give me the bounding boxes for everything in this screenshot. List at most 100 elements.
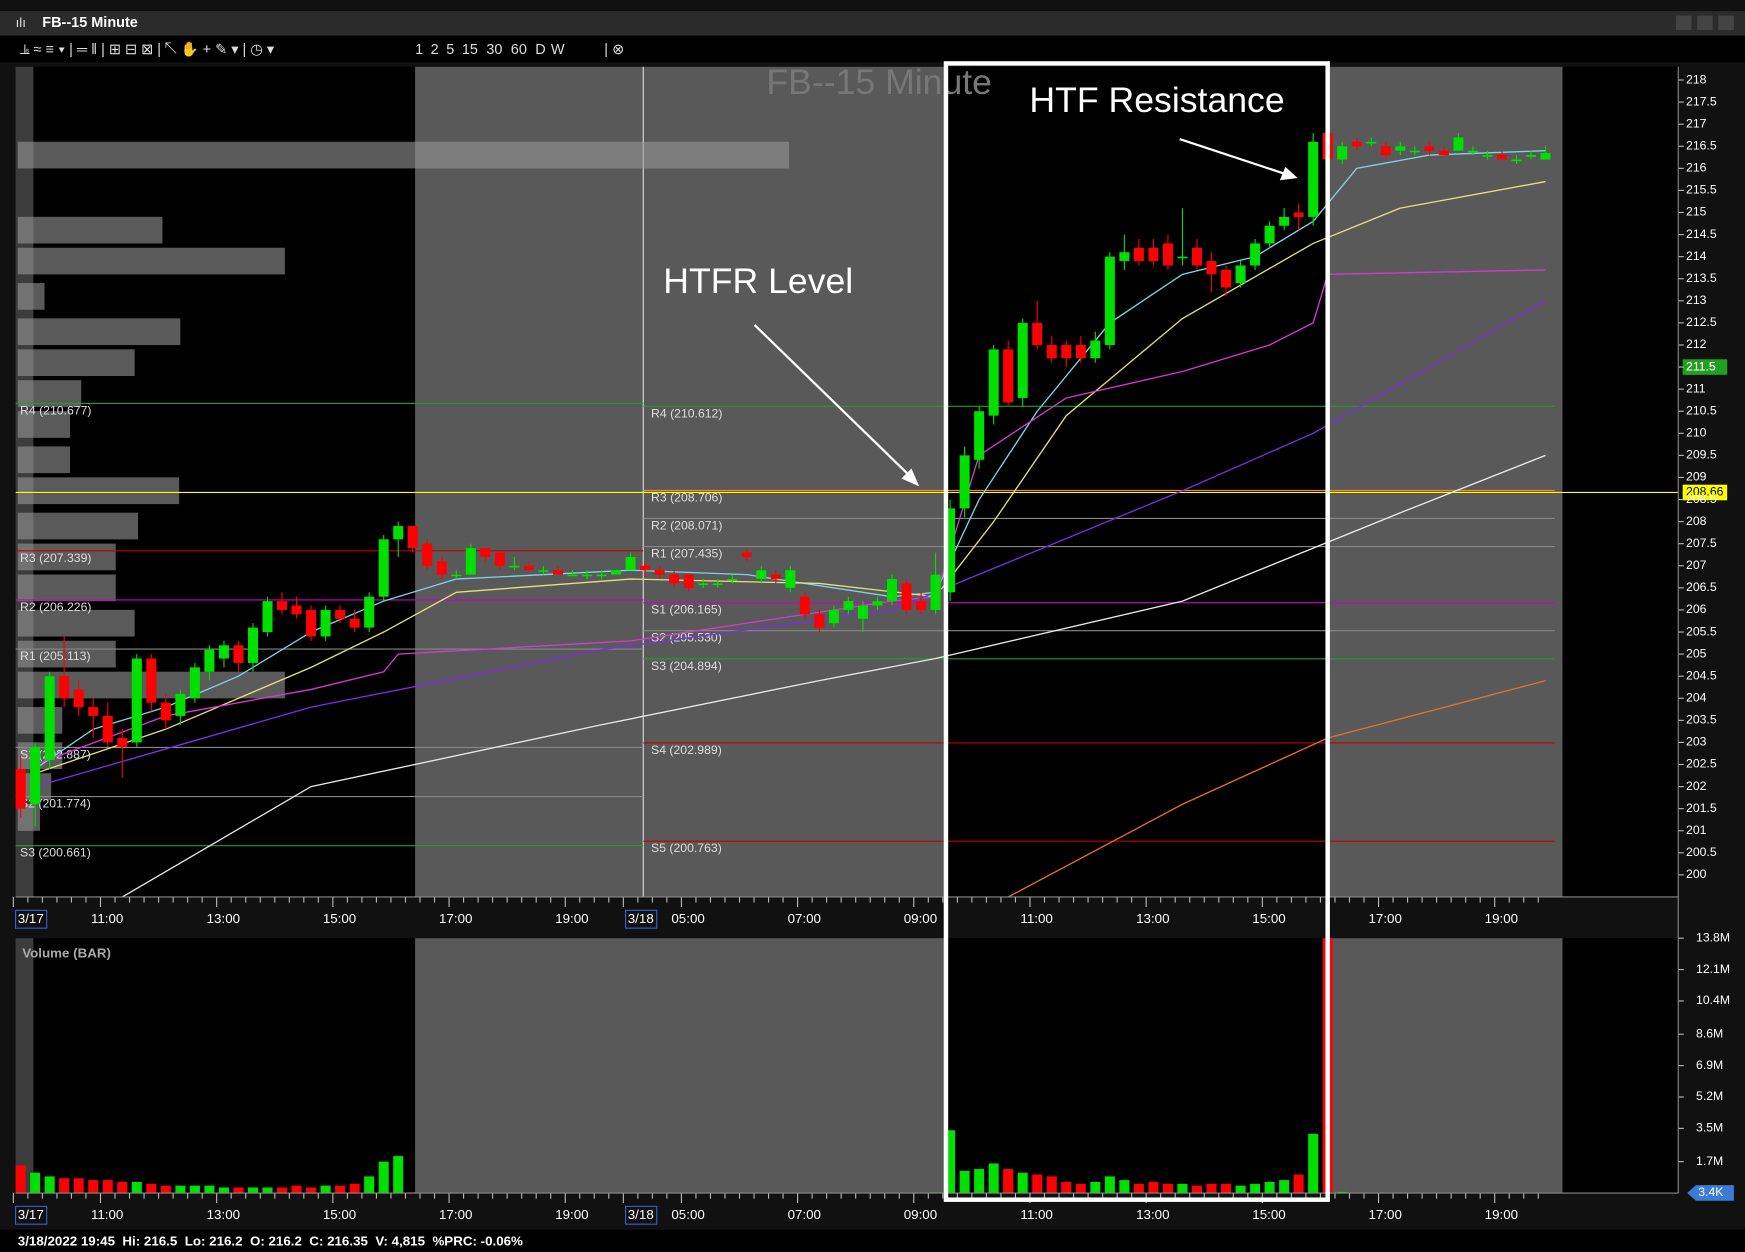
date-box: [624, 909, 658, 929]
title-bar: [0, 11, 1745, 36]
candle-body: [465, 548, 476, 575]
period-button[interactable]: 5: [446, 42, 454, 58]
volume-bar: [959, 1170, 970, 1194]
period-button[interactable]: 30: [486, 42, 502, 58]
volume-profile-bar: [17, 574, 116, 602]
y-tick-label: 208: [1686, 514, 1707, 528]
extended-hours-shade: [1327, 66, 1563, 897]
volume-bar: [189, 1185, 200, 1194]
period-button[interactable]: 1: [415, 42, 423, 58]
window-buttons[interactable]: [1676, 15, 1734, 31]
volume-bar: [393, 1156, 404, 1194]
maximize-button[interactable]: [1697, 15, 1713, 31]
y-tick-label: 216.5: [1686, 138, 1717, 152]
period-buttons: 1 2 5 15 30 60 D W: [415, 42, 565, 58]
minimize-button[interactable]: [1676, 15, 1692, 31]
x-tick-label: 13:00: [1136, 911, 1169, 926]
volume-bar: [15, 1165, 26, 1194]
x-tick-label: 11:00: [91, 1207, 123, 1222]
annotation-arrow: [753, 324, 914, 480]
y-tick-label: 215: [1686, 205, 1707, 219]
candle-body: [335, 609, 346, 619]
volume-bar: [1177, 1183, 1188, 1194]
candle-body: [204, 649, 215, 672]
volume-bar: [1206, 1183, 1217, 1194]
date-box: [15, 909, 48, 929]
y-tick-label: 202.5: [1686, 757, 1717, 771]
volume-bar: [1308, 1133, 1319, 1194]
candle-body: [1308, 141, 1319, 217]
candle-body: [770, 574, 781, 580]
status-text: 3/18/2022 19:45 Hi: 216.5 Lo: 216.2 O: 2…: [18, 1234, 523, 1249]
volume-profile-bar: [17, 283, 45, 310]
toolbar: [0, 35, 1745, 63]
x-tick-label: 19:00: [555, 911, 588, 926]
volume-bar: [1061, 1181, 1072, 1194]
volume-bar: [218, 1187, 229, 1194]
y-tick-label: 211.5: [1686, 359, 1716, 373]
period-button[interactable]: 15: [462, 42, 478, 58]
candle-body: [727, 579, 738, 581]
y-tick-label: 212: [1686, 337, 1707, 351]
y-tick-label: 201: [1686, 823, 1707, 837]
y-tick-label: 205: [1686, 646, 1707, 660]
volume-bar: [262, 1187, 273, 1194]
period-button[interactable]: D: [535, 42, 545, 58]
candle-body: [88, 707, 99, 716]
close-button[interactable]: [1718, 15, 1734, 31]
volume-bar: [1119, 1180, 1130, 1194]
candle-body: [306, 609, 317, 637]
y-tick-label: 207.5: [1686, 536, 1717, 550]
indicator-line: [121, 454, 1546, 897]
candle-body: [916, 601, 927, 610]
x-tick-label: 19:00: [1485, 1207, 1518, 1222]
candle-body: [1119, 252, 1130, 262]
volume-bar: [974, 1169, 985, 1194]
candle-body: [1177, 256, 1188, 259]
volume-title: Volume (BAR): [22, 945, 111, 960]
x-tick-label: 15:00: [1252, 1207, 1285, 1222]
x-tick-label: 11:00: [1020, 1207, 1052, 1222]
candle-body: [538, 570, 549, 572]
x-tick-label: 05:00: [671, 1207, 704, 1222]
plot-layer: R4 (210.677) R3 (207.339) R2 (206.226) R1 (…: [12, 72, 1734, 1225]
candle-body: [262, 601, 273, 633]
candle-body: [494, 552, 505, 566]
y-tick-label: 214.5: [1686, 227, 1717, 241]
pivot-label: S3 (200.661): [20, 846, 91, 860]
candle-body: [1409, 150, 1420, 153]
candle-body: [1221, 269, 1232, 288]
volume-bar: [59, 1178, 70, 1194]
y-tick-label: 206.5: [1686, 580, 1717, 594]
volume-profile-bar: [17, 804, 41, 831]
x-tick-label: 3/17: [18, 911, 44, 926]
candle-body: [422, 543, 433, 566]
volume-bar: [1017, 1172, 1028, 1194]
volume-profile-bar: [17, 543, 116, 571]
candle-body: [218, 645, 229, 659]
volume-bar: [233, 1187, 244, 1194]
candle-body: [436, 561, 447, 575]
x-tick-label: 19:00: [1485, 911, 1518, 926]
toolbar-icons[interactable]: ⫡ ≈ ≡ ▾ | ═ ‖ | ⊞ ⊟ ⊠ | ↖ ✋ + ✎ ▾ | ◷ ▾: [20, 40, 274, 58]
y-tick-label: 217: [1686, 116, 1707, 130]
period-button[interactable]: W: [551, 42, 565, 58]
x-tick-label: 07:00: [788, 1207, 821, 1222]
x-tick-label: 09:00: [904, 911, 937, 926]
x-tick-label: 13:00: [207, 1207, 240, 1222]
volume-tick-label: 12.1M: [1696, 962, 1730, 976]
candle-body: [44, 676, 55, 761]
period-button[interactable]: 60: [511, 42, 527, 58]
pivot-label: R4 (210.677): [20, 403, 91, 417]
candle-body: [1293, 212, 1304, 217]
x-tick-label: 3/18: [628, 911, 654, 926]
candle-body: [828, 609, 839, 624]
date-box: [15, 1205, 48, 1225]
candle-body: [654, 570, 665, 575]
candle-body: [1191, 247, 1202, 266]
candle-body: [1075, 344, 1086, 359]
extended-hours-shade: [1327, 938, 1563, 1194]
x-tick-label: 13:00: [1136, 1207, 1169, 1222]
period-button[interactable]: 2: [431, 42, 439, 58]
toolbar-icon[interactable]: | ⊗: [604, 42, 624, 58]
